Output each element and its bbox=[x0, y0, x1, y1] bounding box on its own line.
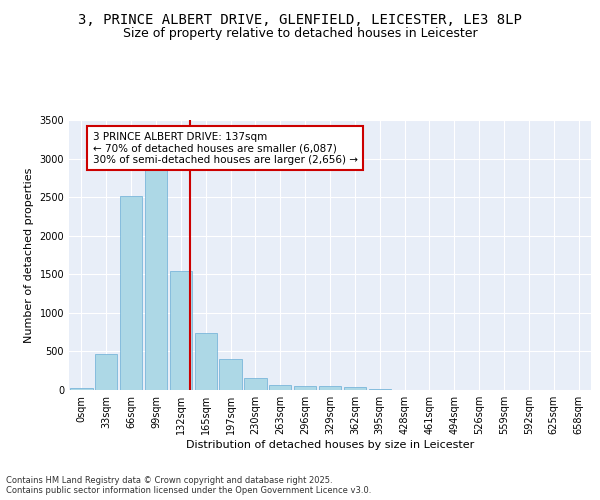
Bar bbox=[319, 386, 341, 390]
Text: Size of property relative to detached houses in Leicester: Size of property relative to detached ho… bbox=[122, 28, 478, 40]
Bar bbox=[145, 170, 167, 390]
Bar bbox=[344, 388, 366, 390]
Bar bbox=[170, 271, 192, 390]
Bar bbox=[244, 378, 266, 390]
Text: 3, PRINCE ALBERT DRIVE, GLENFIELD, LEICESTER, LE3 8LP: 3, PRINCE ALBERT DRIVE, GLENFIELD, LEICE… bbox=[78, 12, 522, 26]
X-axis label: Distribution of detached houses by size in Leicester: Distribution of detached houses by size … bbox=[186, 440, 474, 450]
Bar bbox=[70, 388, 92, 390]
Bar bbox=[95, 354, 118, 390]
Y-axis label: Number of detached properties: Number of detached properties bbox=[24, 168, 34, 342]
Text: 3 PRINCE ALBERT DRIVE: 137sqm
← 70% of detached houses are smaller (6,087)
30% o: 3 PRINCE ALBERT DRIVE: 137sqm ← 70% of d… bbox=[92, 132, 358, 165]
Bar bbox=[194, 333, 217, 390]
Bar bbox=[220, 359, 242, 390]
Bar bbox=[269, 384, 292, 390]
Bar bbox=[368, 389, 391, 390]
Text: Contains HM Land Registry data © Crown copyright and database right 2025.
Contai: Contains HM Land Registry data © Crown c… bbox=[6, 476, 371, 495]
Bar bbox=[294, 386, 316, 390]
Bar bbox=[120, 196, 142, 390]
